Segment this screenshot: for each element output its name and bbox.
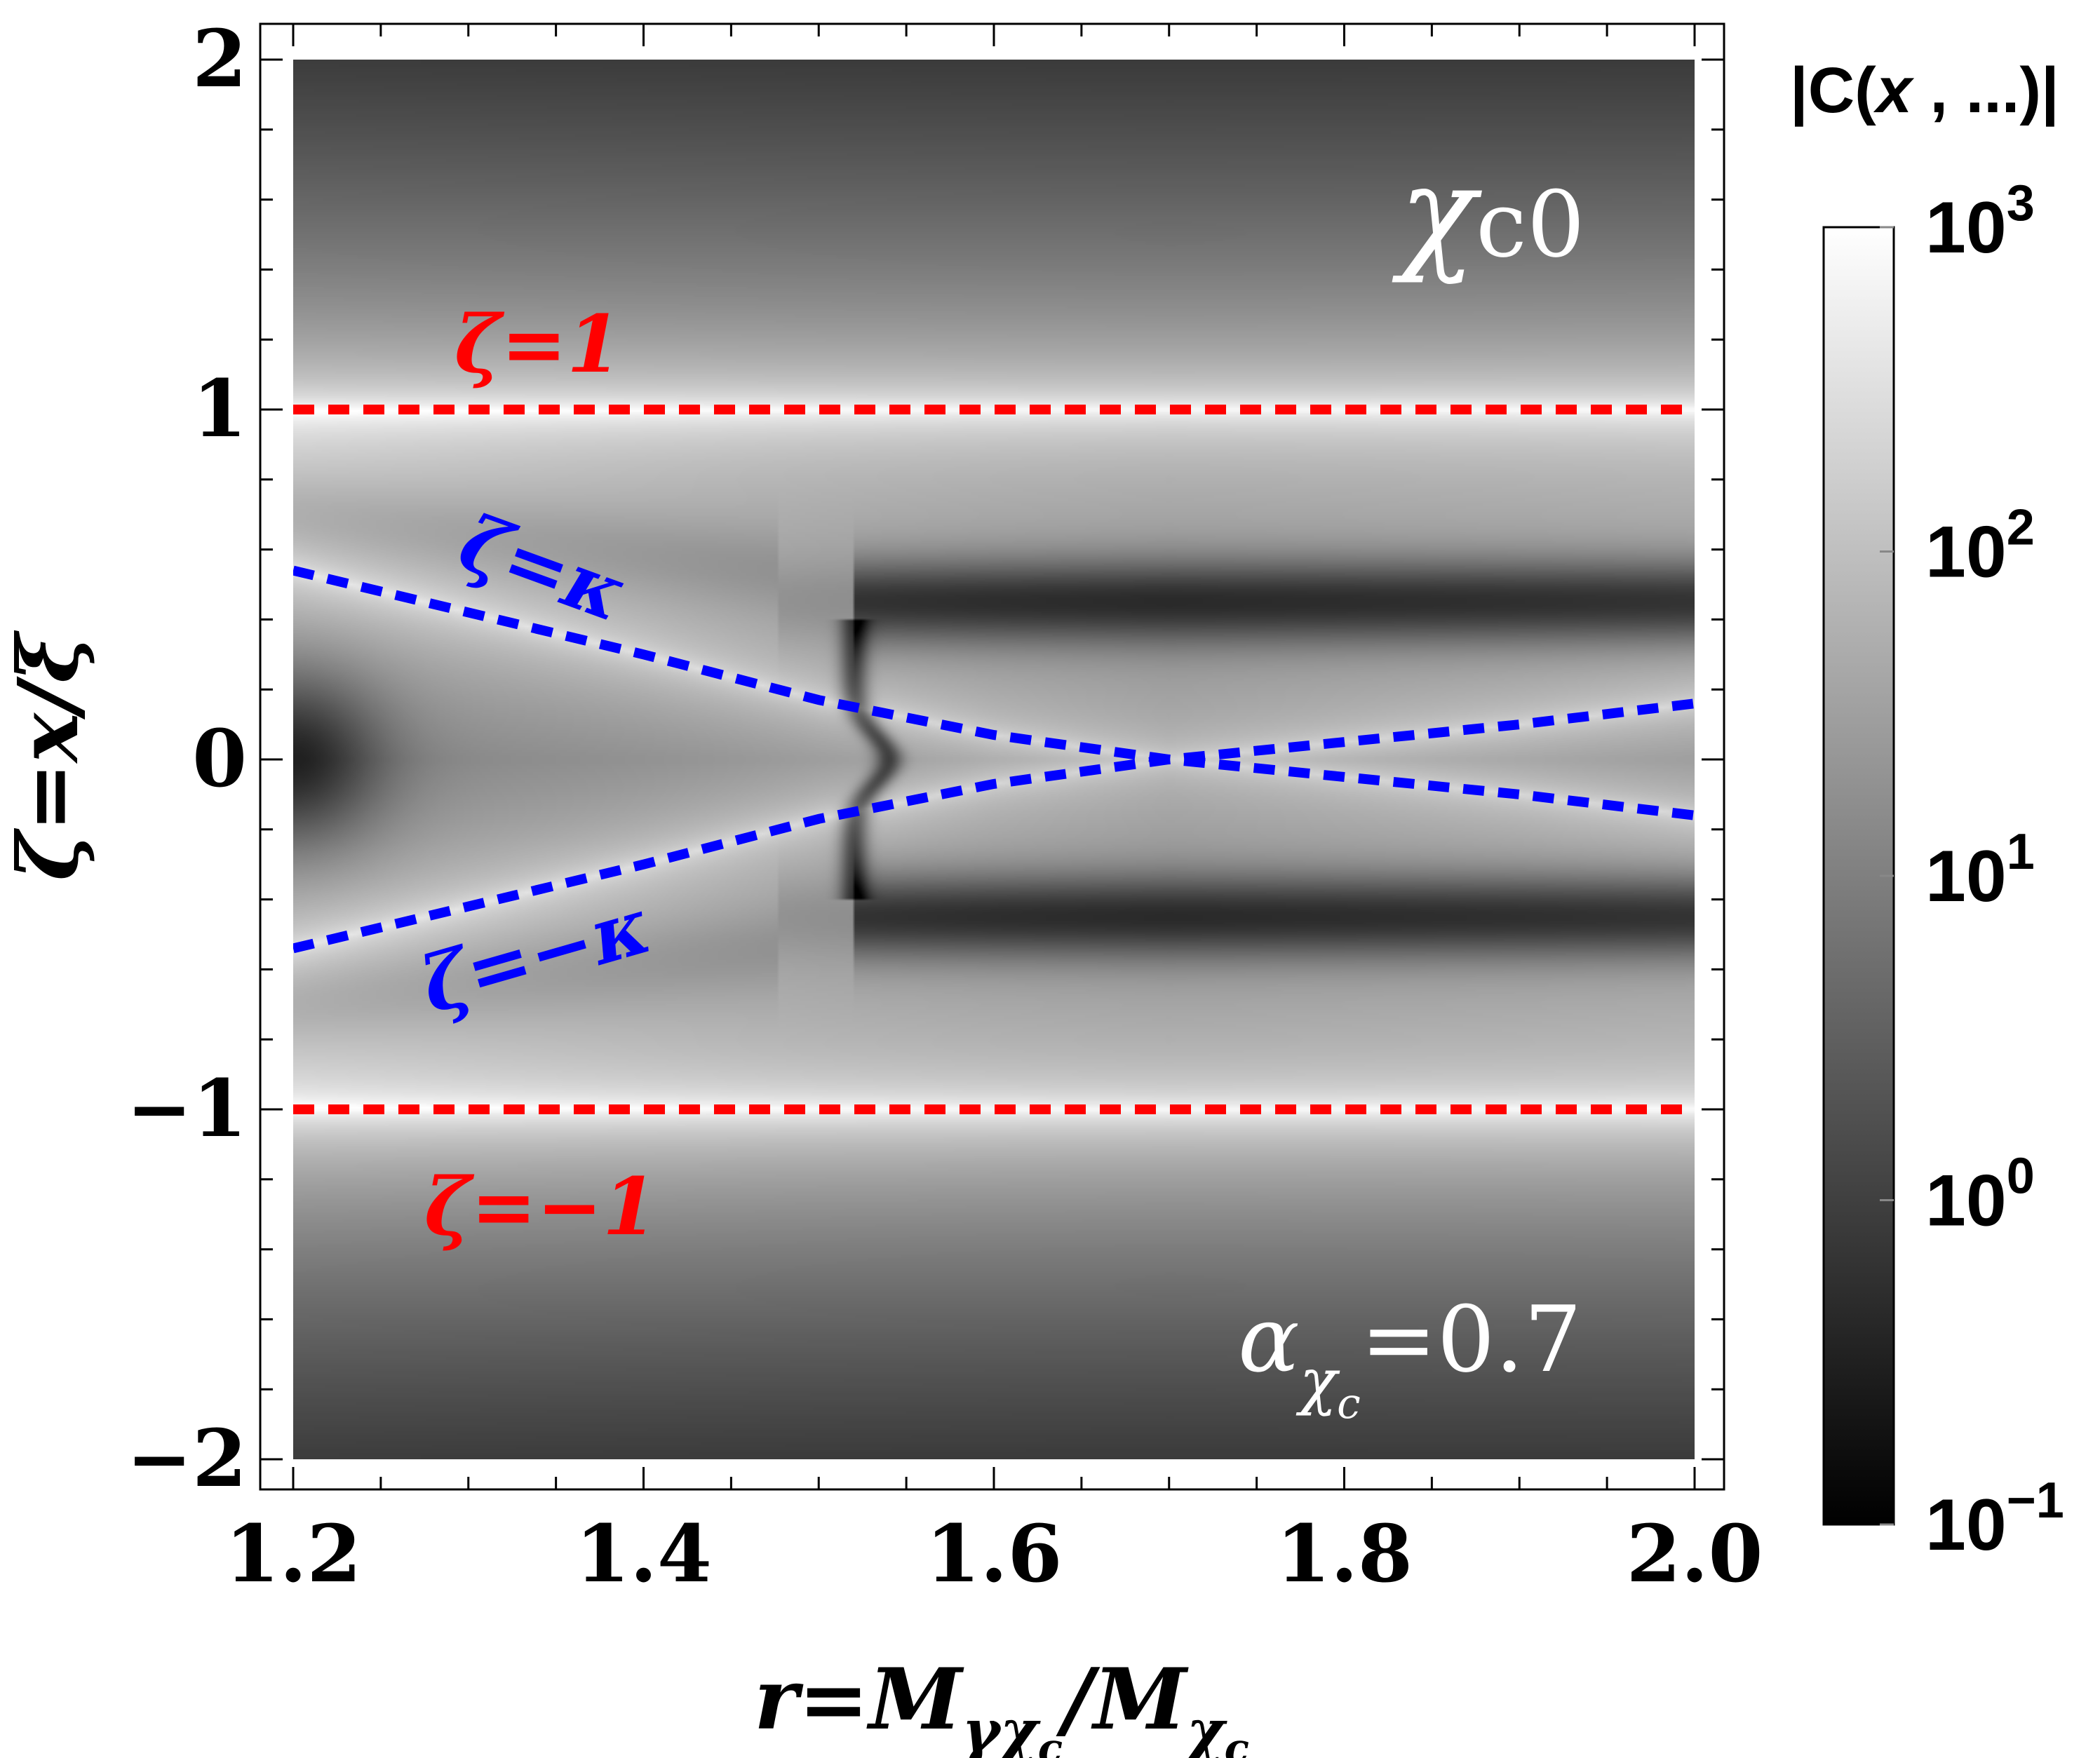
y-tick-label: 0 (192, 713, 247, 805)
curve-2 (293, 565, 1695, 765)
panel-label-symbol: χ (1392, 140, 1482, 286)
param-symbol: α (1238, 1286, 1300, 1393)
x-tick-label: 2.0 (1627, 1508, 1763, 1600)
heatmap-image (293, 60, 1695, 1459)
colorbar-title-x: x (1873, 55, 1915, 126)
colorbar-tick-label: 10−1 (1925, 1473, 2064, 1566)
xlabel-sub1b: c (1038, 1724, 1063, 1758)
x-tick-label: 1.8 (1276, 1508, 1413, 1600)
heatmap-layer (293, 60, 1695, 1459)
y-tick-label: −1 (126, 1063, 247, 1155)
x-tick-labels: 1.2 1.4 1.6 1.8 2.0 (225, 1508, 1763, 1600)
colorbar-title-post: , ...)| (1912, 55, 2059, 127)
colorbar-tick-label: 100 (1925, 1149, 2035, 1242)
colorbar-title: |C(x , ...)| (1790, 55, 2059, 127)
param-value: =0.7 (1361, 1286, 1582, 1393)
param-sub2: c (1337, 1379, 1361, 1428)
colorbar-title-pre: |C( (1790, 55, 1876, 127)
y-tick-label: −2 (126, 1413, 247, 1505)
y-tick-labels: −2 −1 0 1 2 (126, 13, 247, 1505)
xlabel-slash: /M (1056, 1650, 1189, 1749)
x-axis-label: r=Mγχc/Mχc (754, 1650, 1249, 1758)
xlabel-sub1: γχ (962, 1698, 1041, 1758)
x-tick-label: 1.6 (926, 1508, 1063, 1600)
curve-label-zeta-1: ζ=1 (455, 299, 621, 391)
tick-layer (260, 24, 1724, 1489)
y-tick-label: 2 (192, 13, 247, 105)
parameter-annotation: αχc=0.7 (1238, 1286, 1582, 1428)
xlabel-lhs: r=M (754, 1650, 964, 1749)
plot-frame (259, 22, 1725, 1491)
panel-label-sub: c0 (1476, 171, 1585, 278)
xlabel-sub2b: c (1225, 1724, 1249, 1758)
colorbar-tick-label: 101 (1925, 824, 2035, 917)
colorbar-tick-label: 103 (1925, 175, 2035, 269)
curve-3 (293, 754, 1695, 954)
y-axis-label: ζ=x/ξ (0, 630, 97, 881)
param-sub1: χ (1295, 1345, 1340, 1417)
colorbar-ticks: 103 102 101 100 10−1 (1880, 175, 2064, 1566)
curve-layer (293, 405, 1695, 1114)
curve-label-zeta-minus-1: ζ=−1 (424, 1161, 657, 1253)
x-tick-label: 1.4 (575, 1508, 712, 1600)
colorbar-tick-label: 102 (1925, 500, 2035, 593)
x-tick-label: 1.2 (225, 1508, 362, 1600)
xlabel-sub2: χ (1183, 1698, 1227, 1758)
panel-label: χc0 (1392, 140, 1585, 286)
y-tick-label: 1 (192, 363, 247, 455)
